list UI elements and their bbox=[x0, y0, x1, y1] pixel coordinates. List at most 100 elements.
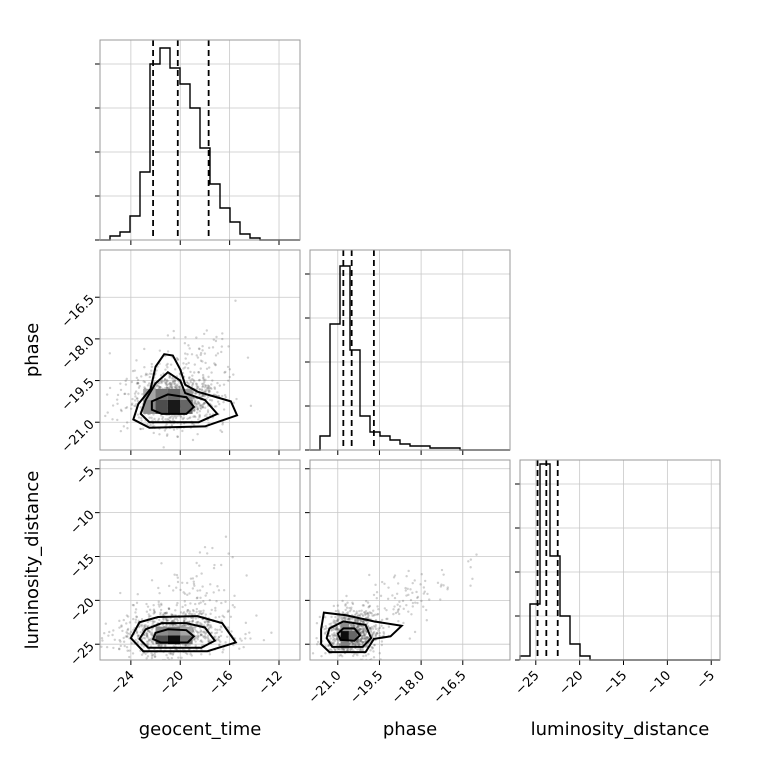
sample-point bbox=[187, 361, 190, 365]
x-tick-label: −10 bbox=[644, 668, 674, 698]
x-tick-label: −25 bbox=[513, 668, 543, 698]
sample-point bbox=[201, 382, 204, 386]
sample-point bbox=[194, 644, 197, 647]
sample-point bbox=[357, 628, 361, 632]
sample-point bbox=[193, 409, 196, 412]
sample-point bbox=[224, 370, 227, 374]
sample-point bbox=[348, 618, 351, 621]
sample-point bbox=[163, 429, 167, 432]
sample-point bbox=[168, 652, 171, 655]
sample-point bbox=[360, 630, 363, 633]
sample-point bbox=[126, 628, 129, 632]
sample-point bbox=[190, 620, 194, 624]
sample-point bbox=[201, 405, 204, 408]
contour-level-2 bbox=[139, 370, 219, 424]
sample-point bbox=[175, 617, 179, 621]
sample-point bbox=[100, 637, 104, 640]
sample-point bbox=[157, 600, 160, 604]
sample-point bbox=[198, 409, 202, 413]
sample-point bbox=[152, 612, 155, 615]
sample-point bbox=[244, 632, 247, 636]
sample-point bbox=[199, 351, 203, 355]
sample-point bbox=[151, 633, 154, 636]
panel-frame bbox=[519, 459, 721, 661]
sample-point bbox=[362, 604, 365, 607]
sample-point bbox=[200, 404, 203, 407]
sample-point bbox=[147, 382, 151, 385]
sample-point bbox=[348, 617, 351, 620]
sample-point bbox=[177, 656, 180, 659]
sample-point bbox=[422, 592, 426, 595]
sample-point bbox=[112, 629, 115, 632]
y-tick-label: −16.5 bbox=[59, 292, 98, 331]
sample-point bbox=[165, 619, 169, 622]
sample-point bbox=[173, 617, 177, 621]
sample-point bbox=[217, 589, 221, 592]
sample-point bbox=[202, 376, 205, 379]
sample-point bbox=[159, 611, 162, 614]
sample-point bbox=[362, 633, 366, 637]
sample-point bbox=[128, 621, 132, 624]
sample-point bbox=[356, 642, 359, 645]
sample-point bbox=[174, 416, 178, 420]
sample-point bbox=[191, 381, 194, 385]
sample-point bbox=[181, 581, 184, 585]
sample-point bbox=[334, 633, 338, 636]
sample-point bbox=[189, 379, 192, 382]
panel-geocent_time-vs-phase: −21.0−19.5−18.0−16.5 bbox=[59, 249, 301, 456]
sample-point bbox=[140, 625, 143, 628]
sample-point bbox=[324, 652, 327, 655]
sample-point bbox=[198, 551, 202, 554]
sample-point bbox=[363, 633, 366, 637]
sample-point bbox=[193, 397, 196, 401]
sample-point bbox=[221, 332, 224, 335]
sample-point bbox=[166, 383, 169, 386]
sample-point bbox=[413, 630, 417, 634]
sample-point bbox=[330, 628, 333, 631]
density-cell bbox=[340, 639, 349, 649]
sample-point bbox=[191, 587, 195, 590]
sample-point bbox=[146, 655, 150, 658]
sample-point bbox=[363, 611, 366, 614]
sample-point bbox=[196, 630, 199, 634]
sample-point bbox=[118, 619, 121, 623]
sample-point bbox=[208, 620, 211, 624]
sample-point bbox=[341, 617, 344, 620]
sample-point bbox=[163, 611, 167, 615]
sample-point bbox=[183, 600, 186, 603]
sample-point bbox=[147, 613, 150, 616]
sample-point bbox=[342, 617, 345, 620]
sample-point bbox=[201, 384, 205, 388]
sample-point bbox=[145, 634, 148, 637]
sample-point bbox=[213, 362, 216, 365]
sample-point bbox=[375, 597, 378, 600]
sample-point bbox=[379, 594, 383, 598]
sample-point bbox=[198, 564, 201, 567]
sample-point bbox=[224, 641, 227, 644]
sample-point bbox=[165, 364, 168, 367]
sample-point bbox=[202, 611, 205, 615]
sample-point bbox=[156, 419, 160, 422]
sample-point bbox=[227, 609, 230, 612]
sample-point bbox=[184, 612, 187, 616]
sample-point bbox=[207, 620, 210, 623]
sample-point bbox=[176, 435, 179, 438]
sample-point bbox=[200, 572, 203, 575]
sample-point bbox=[206, 623, 210, 626]
sample-point bbox=[176, 624, 179, 628]
sample-point bbox=[119, 382, 122, 385]
sample-point bbox=[165, 386, 168, 389]
sample-point bbox=[469, 566, 472, 569]
sample-point bbox=[116, 393, 120, 397]
sample-point bbox=[380, 618, 384, 622]
sample-point bbox=[173, 624, 176, 627]
sample-point bbox=[232, 373, 235, 376]
sample-point bbox=[214, 606, 217, 610]
sample-point bbox=[335, 627, 339, 630]
sample-point bbox=[208, 598, 212, 602]
sample-point bbox=[139, 406, 143, 409]
sample-point bbox=[210, 631, 214, 634]
sample-point bbox=[201, 389, 204, 392]
sample-point bbox=[131, 603, 135, 607]
sample-point bbox=[184, 624, 188, 627]
